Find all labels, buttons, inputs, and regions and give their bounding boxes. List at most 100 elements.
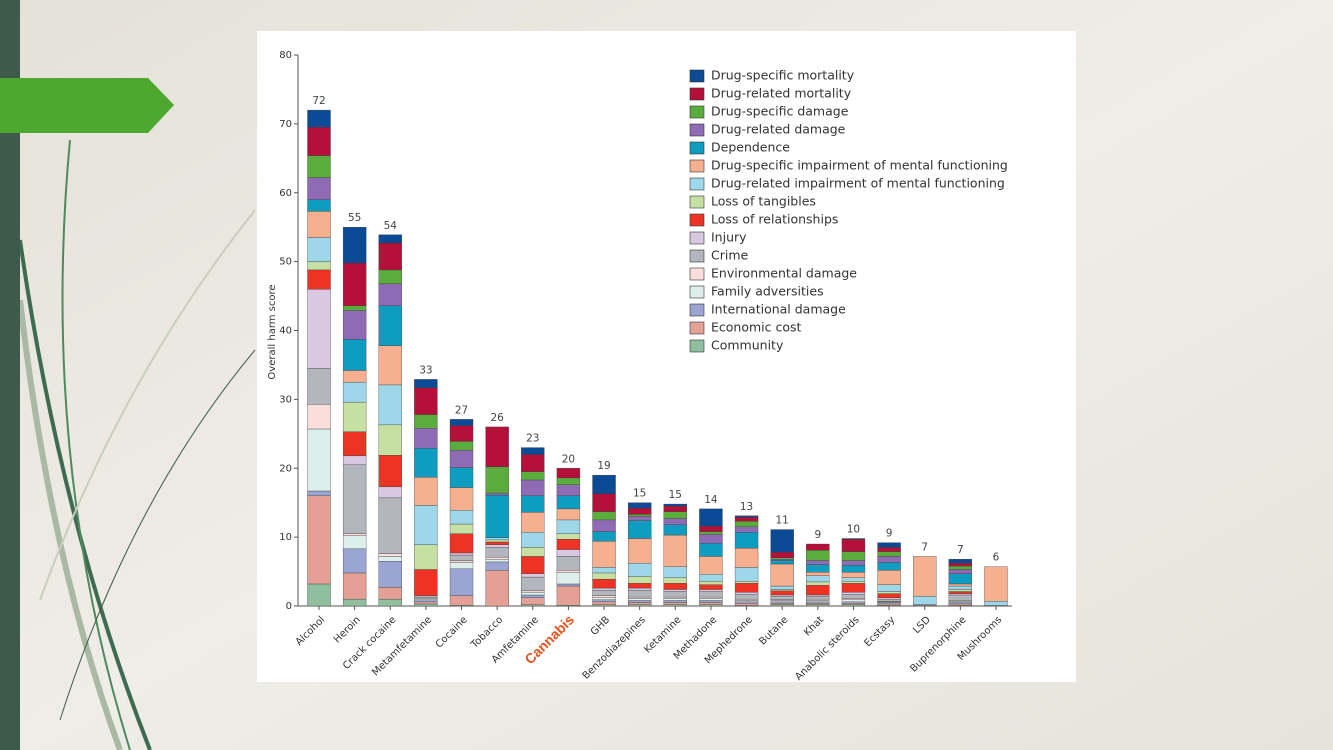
- bar-segment: [699, 508, 723, 527]
- arrow-tab: [0, 78, 174, 133]
- total-label: 10: [847, 524, 860, 536]
- bar-segment: [948, 593, 973, 596]
- bar-segment: [663, 589, 687, 592]
- bar-segment: [627, 602, 652, 605]
- bar-segment: [663, 598, 687, 601]
- bar-segment: [307, 155, 331, 178]
- bar-segment: [663, 566, 687, 578]
- bar-segment: [342, 381, 367, 403]
- bar-segment: [449, 552, 474, 556]
- legend-swatch: [689, 177, 705, 191]
- bar-segment: [806, 601, 830, 604]
- bar-segment: [663, 604, 687, 607]
- bar-segment: [663, 602, 687, 605]
- total-label: 9: [886, 528, 893, 540]
- bar-segment: [521, 495, 545, 513]
- bar-segment: [663, 591, 687, 598]
- bar-segment: [521, 556, 545, 574]
- bar-segment: [342, 401, 367, 432]
- bar-segment: [485, 537, 509, 541]
- bar-segment: [556, 508, 581, 521]
- bar-segment: [521, 590, 545, 593]
- bar-segment: [627, 520, 652, 539]
- bar-segment: [877, 547, 901, 552]
- bar-segment: [699, 591, 723, 598]
- legend-swatch: [689, 195, 705, 209]
- bar-segment: [806, 572, 830, 576]
- bar-segment: [841, 603, 866, 605]
- bar-segment: [378, 424, 402, 456]
- bar-segment: [806, 604, 830, 607]
- bar-segment: [734, 516, 759, 522]
- y-axis-label: Overall harm score: [267, 284, 278, 379]
- bar-segment: [414, 505, 438, 545]
- bar-segment: [627, 563, 652, 577]
- bar-segment: [307, 490, 331, 496]
- bar-segment: [877, 593, 901, 598]
- bar-segment: [770, 590, 794, 596]
- bar-segment: [806, 543, 830, 551]
- bar-segment: [699, 584, 723, 590]
- total-label: 72: [312, 95, 325, 107]
- bar-segment: [485, 541, 509, 545]
- bar-segment: [841, 538, 866, 540]
- bar-segment: [342, 598, 367, 607]
- bar-segment: [770, 585, 794, 590]
- bar-segment: [770, 558, 794, 561]
- bar-segment: [414, 414, 438, 429]
- bar-segment: [378, 384, 402, 426]
- bar-segment: [342, 262, 367, 306]
- bar-segment: [770, 560, 794, 565]
- bar-segment: [307, 269, 331, 290]
- total-label: 27: [455, 404, 468, 416]
- bar-segment: [485, 547, 509, 558]
- bar-segment: [806, 575, 830, 583]
- legend-label: International damage: [711, 302, 846, 317]
- bar-segment: [948, 601, 973, 603]
- bar-segment: [841, 572, 866, 578]
- bar-segment: [485, 492, 509, 496]
- bar-segment: [841, 601, 866, 604]
- bar-segment: [592, 599, 616, 603]
- bar-segment: [592, 511, 616, 521]
- y-tick-label: 40: [279, 326, 292, 337]
- bar-segment: [414, 448, 438, 478]
- y-tick-label: 70: [279, 119, 292, 130]
- bar-segment: [592, 601, 616, 605]
- bar-segment: [342, 548, 367, 574]
- bar-segment: [378, 269, 402, 284]
- bar-segment: [521, 454, 545, 472]
- bar-segment: [877, 591, 901, 594]
- total-label: 26: [490, 412, 504, 424]
- bar-segment: [414, 428, 438, 449]
- bar-segment: [806, 598, 830, 601]
- decor-curves: [17, 139, 256, 750]
- bar-segment: [948, 594, 973, 601]
- legend-label: Loss of relationships: [711, 212, 838, 227]
- bar-segment: [627, 576, 652, 584]
- bar-segment: [378, 587, 402, 600]
- bar-segment: [699, 604, 723, 607]
- bar-segment: [378, 345, 402, 386]
- bar-segment: [414, 599, 438, 603]
- bar-segment: [449, 560, 474, 563]
- bar-segment: [663, 600, 687, 603]
- bar-segment: [592, 474, 616, 494]
- bar-segment: [307, 211, 331, 238]
- bar-segment: [663, 505, 687, 512]
- bar-segment: [877, 570, 901, 585]
- legend-label: Economic cost: [711, 320, 802, 335]
- bar-segment: [521, 604, 545, 607]
- bar-segment: [770, 563, 794, 587]
- bar-segment: [734, 603, 759, 606]
- legend-swatch: [689, 285, 705, 299]
- bar-segment: [734, 600, 759, 603]
- bar-segment: [663, 511, 687, 519]
- y-tick-label: 80: [279, 50, 292, 61]
- bar-segment: [770, 594, 794, 597]
- bar-segment: [627, 502, 652, 509]
- bar-segment: [556, 549, 581, 557]
- bar-segment: [592, 572, 616, 580]
- bar-segment: [556, 533, 581, 540]
- bar-segment: [699, 598, 723, 601]
